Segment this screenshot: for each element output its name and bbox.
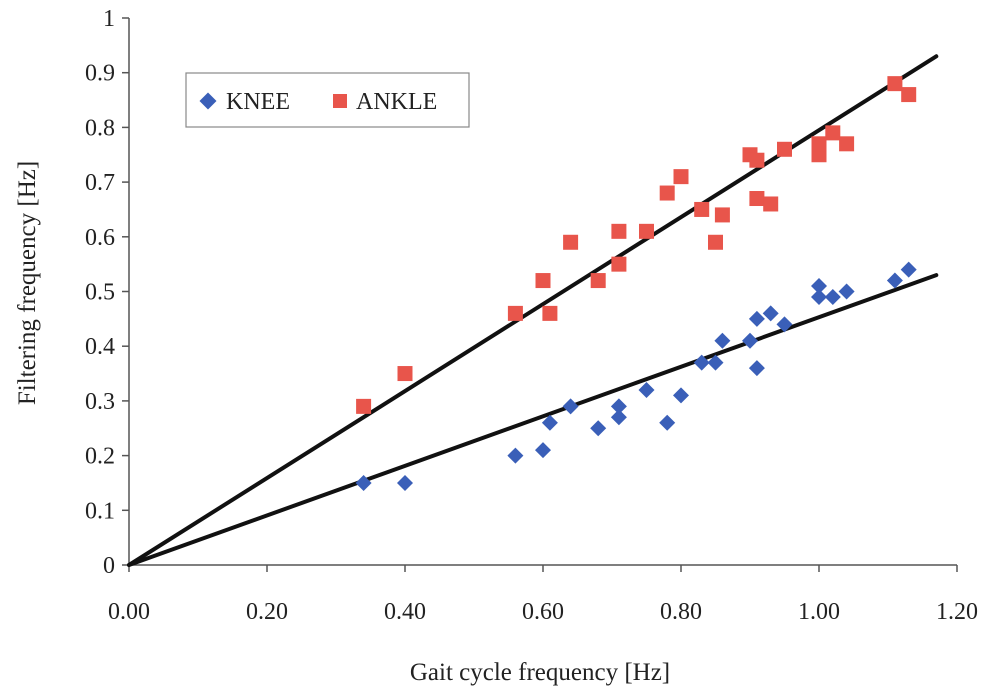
x-tick-label: 0.00 (108, 599, 150, 625)
knee-point (811, 288, 827, 305)
knee-point (355, 474, 372, 491)
knee-point (659, 414, 676, 431)
x-tick-label: 0.60 (522, 599, 564, 625)
knee-point (610, 409, 627, 426)
legend-ankle-label: ANKLE (356, 89, 437, 115)
ankle-point (749, 152, 765, 168)
y-tick-label: 1 (103, 6, 115, 32)
ankle-point (535, 273, 551, 289)
y-axis-title: Filtering frequency [Hz] (14, 161, 41, 405)
data-points (355, 76, 917, 491)
knee-point (762, 305, 779, 322)
knee-point (507, 447, 524, 464)
y-tick-label: 0 (103, 553, 115, 579)
y-tick-label: 0.2 (85, 444, 115, 470)
ankle-point (611, 223, 627, 239)
legend: KNEE ANKLE (185, 72, 470, 128)
ankle-point (563, 234, 579, 250)
ankle-point (777, 141, 792, 157)
ankle-point (749, 191, 765, 207)
knee-point (610, 398, 627, 415)
ankle-point (639, 223, 654, 239)
ankle-point (611, 256, 627, 272)
ankle-point (590, 273, 606, 289)
knee-point (811, 278, 827, 295)
legend-knee-marker (199, 92, 217, 110)
ankle-point (839, 136, 855, 152)
ankle-point (714, 207, 730, 223)
ankle-point (763, 196, 779, 212)
legend-ankle-marker (333, 94, 347, 108)
x-tick-label: 0.20 (246, 599, 288, 625)
ankle-point (542, 305, 558, 321)
knee-point (562, 398, 579, 415)
trendlines (127, 54, 939, 567)
knee-point (748, 360, 765, 377)
knee-point (397, 474, 413, 491)
knee-point (900, 261, 917, 278)
ankle-point (825, 125, 841, 141)
legend-knee-label: KNEE (226, 89, 290, 115)
ankle-point (659, 185, 675, 201)
ankle-point (887, 76, 903, 92)
x-tick-label: 1.00 (798, 599, 840, 625)
knee-trendline (127, 273, 939, 567)
knee-point (742, 332, 758, 349)
ankle-point (694, 201, 710, 217)
ankle-point (811, 136, 827, 152)
ankle-point (708, 234, 723, 250)
knee-point (535, 442, 551, 459)
ankle-trendline (127, 54, 939, 567)
y-tick-label: 0.1 (85, 498, 115, 524)
knee-point (714, 332, 731, 349)
ankle-point (673, 169, 689, 185)
ankle-point (901, 87, 917, 103)
x-tick-label: 0.40 (384, 599, 426, 625)
knee-point (838, 283, 855, 300)
knee-point (541, 414, 558, 431)
knee-point (673, 387, 689, 404)
knee-point (590, 420, 607, 437)
y-tick-label: 0.9 (85, 61, 115, 87)
ankle-point (356, 398, 372, 414)
x-axis-title: Gait cycle frequency [Hz] (410, 659, 670, 686)
knee-point (886, 272, 903, 289)
axes: 0 0.1 0.2 0.3 0.4 0.5 0.6 0.7 0.8 0.9 1 0.00 0.20 0.4… (85, 6, 978, 625)
y-tick-label: 0.4 (85, 334, 115, 360)
y-tick-label: 0.7 (85, 170, 115, 196)
knee-point (748, 310, 765, 327)
x-tick-label: 1.20 (936, 599, 978, 625)
y-tick-label: 0.5 (85, 280, 115, 306)
knee-series (355, 261, 917, 491)
ankle-series (356, 76, 917, 414)
knee-point (776, 316, 793, 333)
x-tick-label: 0.80 (660, 599, 702, 625)
y-tick-label: 0.6 (85, 225, 115, 251)
ankle-point (507, 305, 523, 321)
knee-point (707, 354, 724, 371)
knee-point (693, 354, 710, 371)
knee-point (824, 288, 841, 305)
y-tick-label: 0.3 (85, 389, 115, 415)
legend-box (185, 72, 470, 128)
ankle-point (397, 366, 413, 382)
y-tick-label: 0.8 (85, 115, 115, 141)
knee-point (638, 381, 655, 398)
